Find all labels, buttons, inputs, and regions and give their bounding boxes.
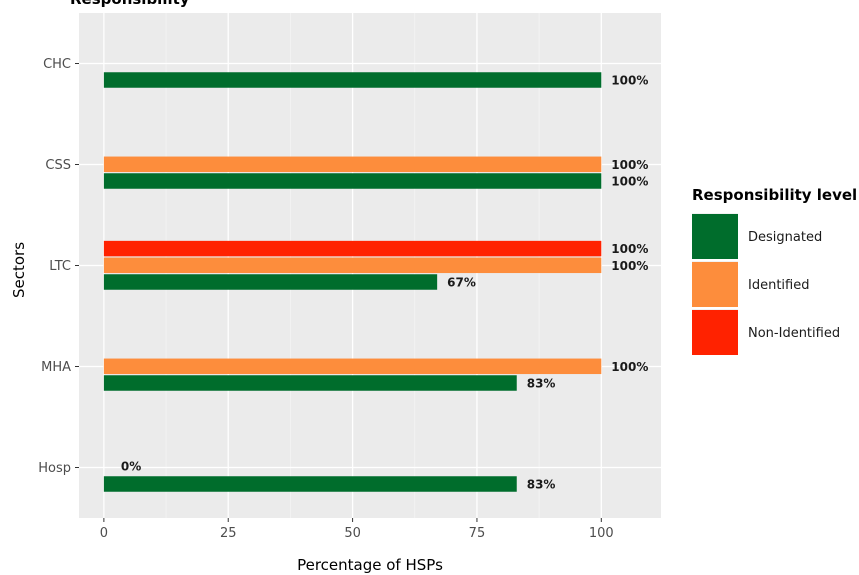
data-label: 100% [611,360,648,374]
data-label: 83% [527,478,556,492]
y-tick-label: LTC [49,259,71,274]
data-label: 100% [611,175,648,189]
bar-non-identified-ltc [103,240,602,257]
y-tick-label: CSS [45,158,71,173]
y-tick-label: Hosp [38,461,71,476]
bar-identified-css [103,156,602,173]
x-tick-label: 25 [220,526,237,541]
x-tick-label: 100 [589,526,614,541]
legend-key-non-identified [692,310,738,355]
y-tick-label: CHC [43,57,71,72]
bar-designated-hosp [103,476,517,492]
bar-designated-chc [103,72,602,88]
legend-key-identified [692,262,738,307]
data-label: 83% [527,377,556,391]
data-label: 100% [611,74,648,88]
legend-label: Identified [748,278,809,293]
data-label: 100% [611,242,648,256]
x-tick-label: 75 [469,526,486,541]
data-label: 100% [611,158,648,172]
legend-title: Responsibility level [692,186,857,204]
data-label: 100% [611,259,648,273]
bar-identified-ltc [103,257,602,274]
legend: Responsibility level Designated Identifie… [692,186,857,355]
legend-key-designated [692,214,738,259]
bar-designated-css [103,173,602,189]
data-label: 67% [447,276,476,290]
y-axis-title: Sectors [10,242,28,298]
legend-label: Designated [748,230,822,245]
bar-designated-ltc [103,274,438,290]
chart-title: Responsibility [70,0,190,8]
x-tick-label: 50 [344,526,361,541]
bar-designated-mha [103,375,517,391]
x-tick-label: 0 [100,526,108,541]
bar-identified-mha [103,358,602,375]
data-label: 0% [121,459,141,473]
legend-label: Non-Identified [748,326,840,341]
x-axis-title: Percentage of HSPs [297,556,443,574]
y-tick-label: MHA [41,360,71,375]
